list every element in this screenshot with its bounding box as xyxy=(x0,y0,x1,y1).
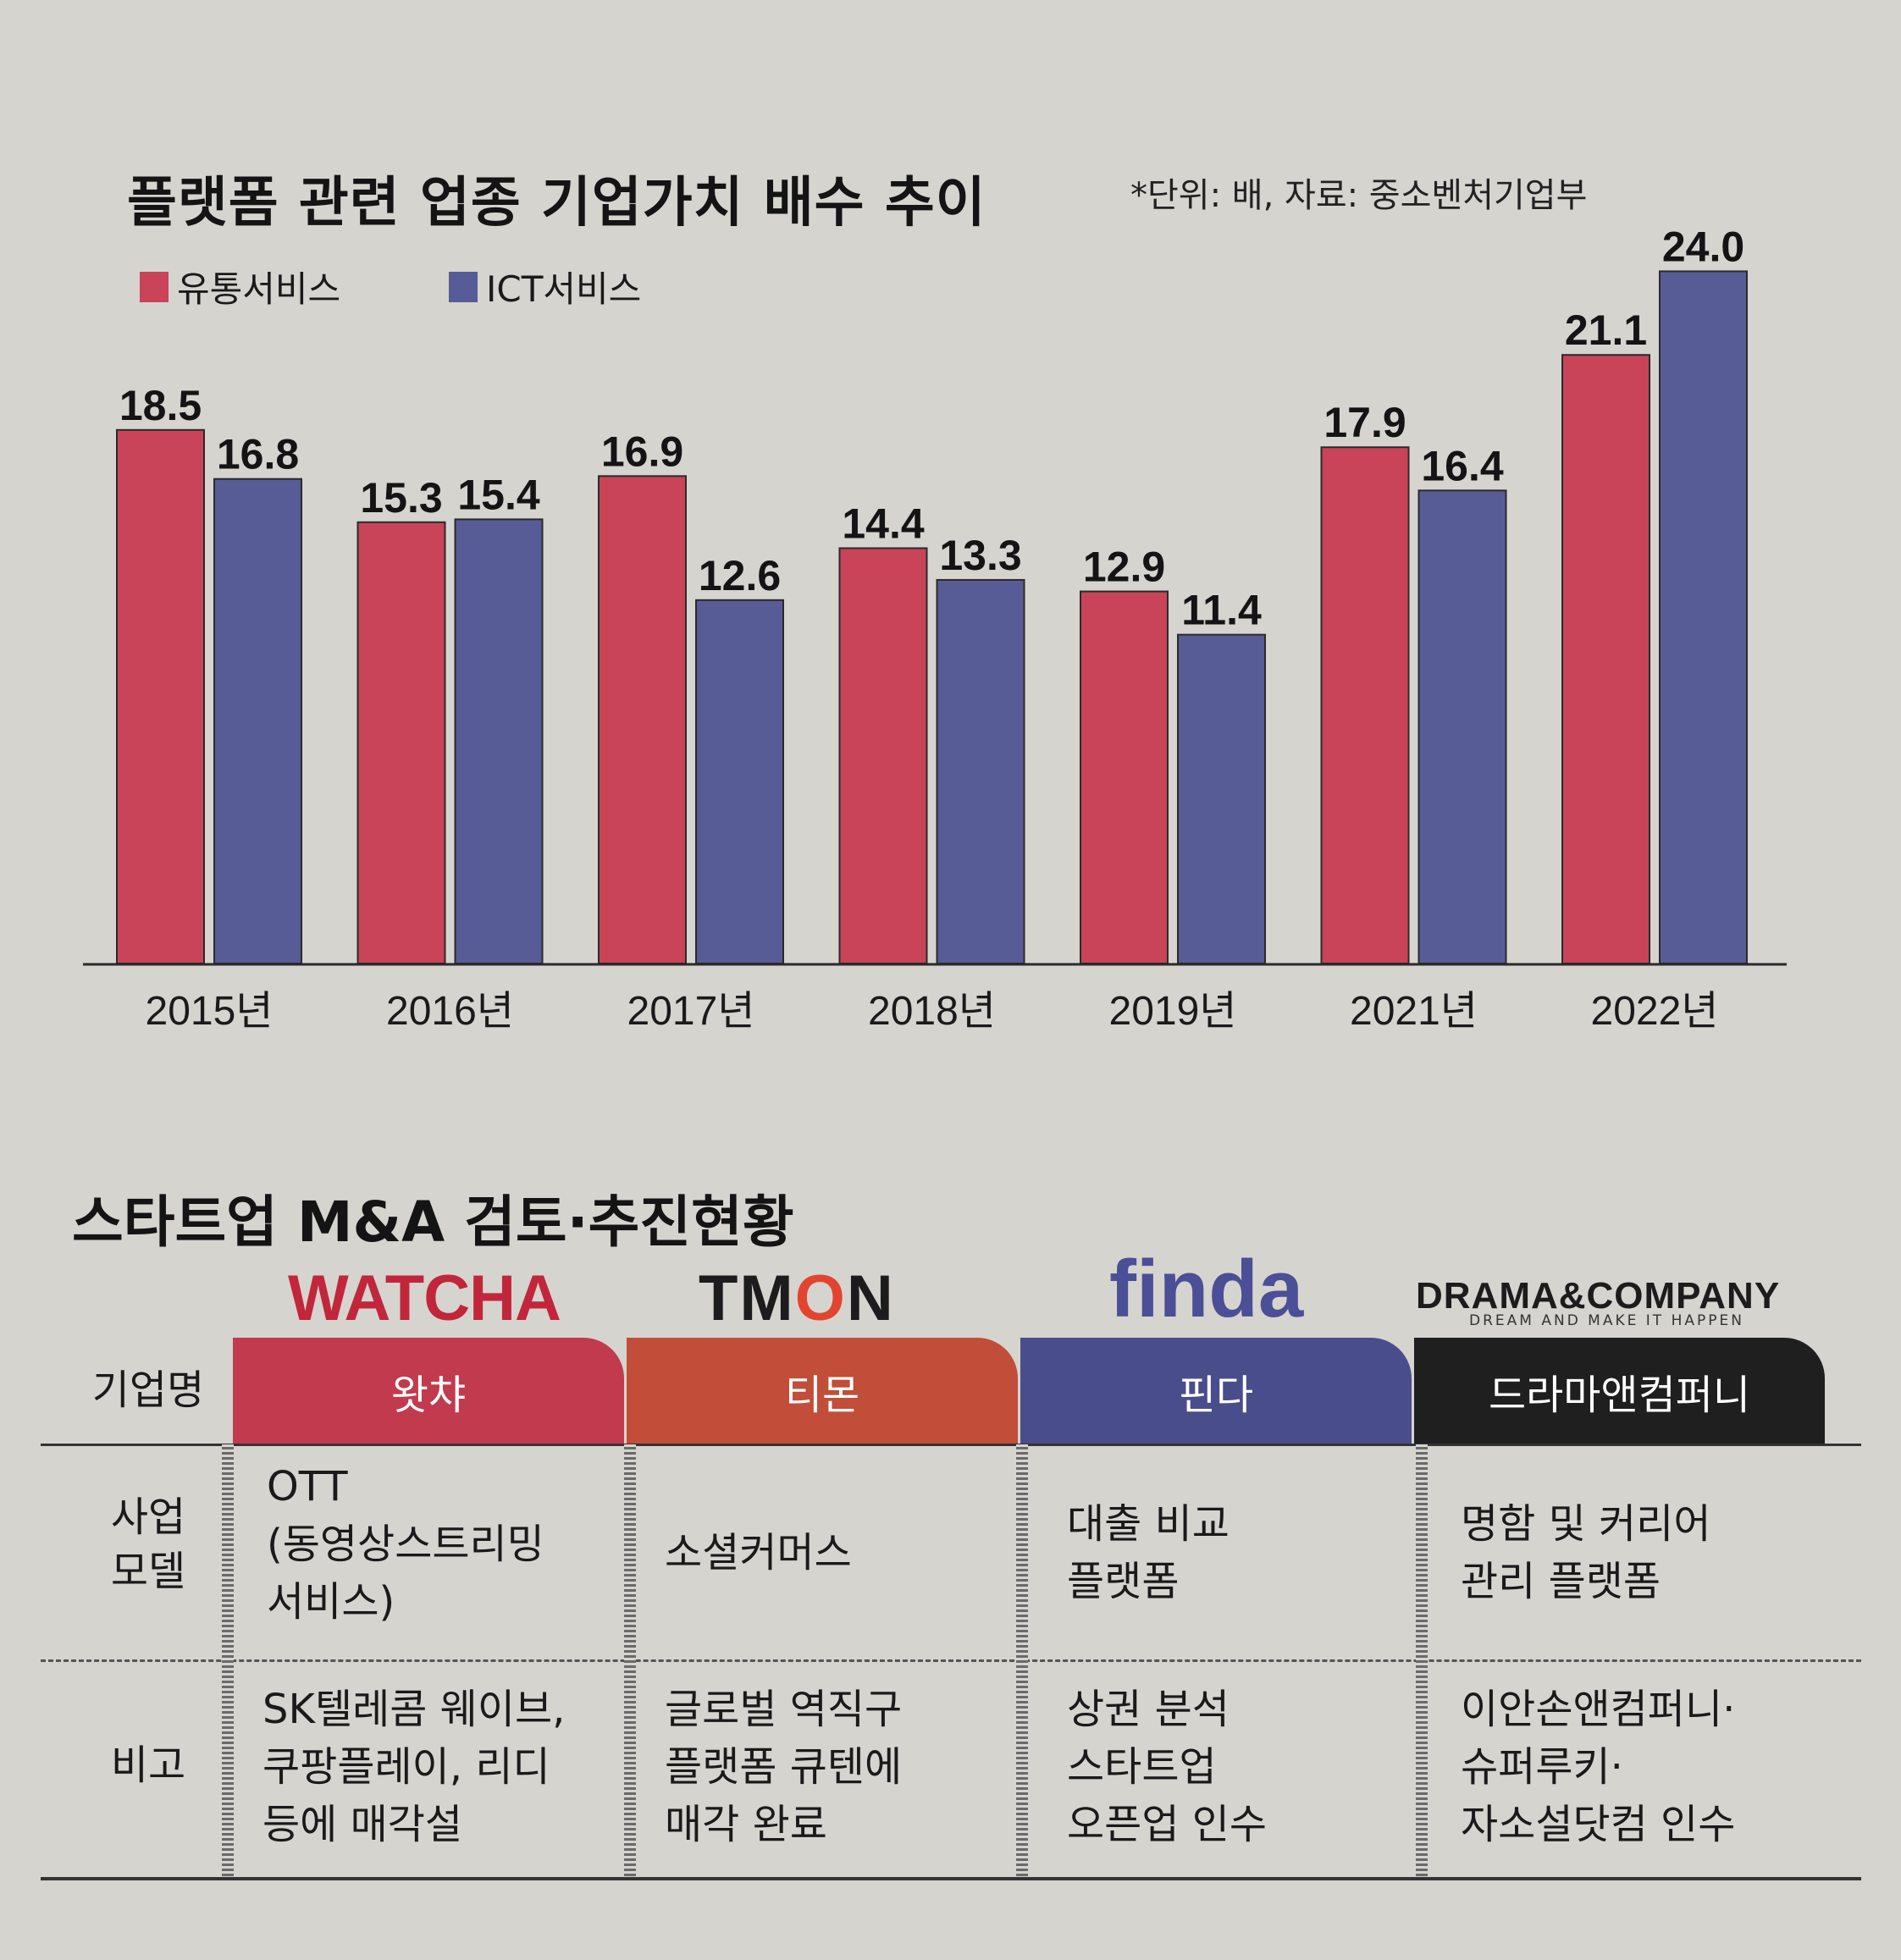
legend-item-ict: ICT서비스 xyxy=(449,261,641,312)
chart-title: 플랫폼 관련 업종 기업가치 배수 추이 xyxy=(127,172,986,235)
row-header-company-name: 기업명 xyxy=(91,1366,205,1414)
company-tab-watcha: 왓챠 xyxy=(233,1338,624,1444)
company-tab-tmon: 티몬 xyxy=(627,1338,1018,1444)
legend-label-ict: ICT서비스 xyxy=(486,268,642,310)
legend-swatch-distribution xyxy=(140,271,169,302)
section-title-ma: 스타트업 M&A 검토·추진현황 xyxy=(72,1190,794,1255)
x-tick-label: 2021년 xyxy=(1350,989,1478,1034)
tmon-logo: TMON xyxy=(699,1262,895,1335)
cell-model-tmon: 소셜커머스 xyxy=(665,1529,852,1576)
row-header-business-model: 사업 모델 xyxy=(110,1493,186,1595)
cell-model-drama-company: 명함 및 커리어 관리 플랫폼 xyxy=(1461,1500,1711,1605)
drama-company-logo: DRAMA&COMPANY xyxy=(1416,1275,1781,1317)
bar-ict-2017년 xyxy=(695,599,784,965)
x-tick-label: 2022년 xyxy=(1591,989,1719,1034)
data-label-ict-2018년: 13.3 xyxy=(939,532,1021,579)
bar-ict-2018년 xyxy=(936,578,1025,964)
bar-ict-2022년 xyxy=(1659,270,1748,964)
bar-distribution-2021년 xyxy=(1320,446,1410,964)
legend-swatch-ict xyxy=(449,271,478,302)
x-tick-label: 2019년 xyxy=(1109,989,1237,1034)
legend-item-distribution: 유통서비스 xyxy=(140,261,340,312)
bar-ict-2016년 xyxy=(454,518,544,964)
column-divider xyxy=(1416,1444,1428,1876)
data-label-ict-2019년: 11.4 xyxy=(1181,587,1262,634)
data-label-ict-2015년: 16.8 xyxy=(217,431,299,478)
data-label-distribution-2021년: 17.9 xyxy=(1324,399,1406,446)
tmon-logo-part: TM xyxy=(699,1262,795,1334)
data-label-ict-2021년: 16.4 xyxy=(1421,442,1504,489)
tmon-logo-part-end: N xyxy=(846,1262,895,1334)
chart-source-note: *단위: 배, 자료: 중소벤처기업부 xyxy=(1130,176,1588,215)
bar-distribution-2018년 xyxy=(838,547,928,965)
bar-ict-2019년 xyxy=(1177,633,1266,964)
data-label-distribution-2016년: 15.3 xyxy=(360,474,442,522)
bar-distribution-2015년 xyxy=(116,428,205,964)
cell-model-watcha: OTT (동영상스트리밍 서비스) xyxy=(267,1463,544,1626)
table-rule-middle xyxy=(41,1659,1861,1662)
cell-note-drama-company: 이안손앤컴퍼니· 슈퍼루키· 자소설닷컴 인수 xyxy=(1461,1686,1736,1848)
x-tick-label: 2017년 xyxy=(627,989,755,1034)
cell-note-watcha: SK텔레콤 웨이브, 쿠팡플레이, 리디 등에 매각설 xyxy=(262,1686,566,1848)
data-label-distribution-2018년: 14.4 xyxy=(842,500,925,547)
x-tick-label: 2015년 xyxy=(146,989,274,1034)
column-divider xyxy=(222,1444,234,1876)
table-rule-top xyxy=(41,1444,1861,1446)
data-label-distribution-2015년: 18.5 xyxy=(119,382,202,429)
bar-distribution-2019년 xyxy=(1080,590,1169,964)
data-label-distribution-2019년: 12.9 xyxy=(1083,544,1165,591)
watcha-logo: WATCHA xyxy=(288,1262,561,1334)
cell-model-finda: 대출 비교 플랫폼 xyxy=(1067,1500,1230,1605)
bar-ict-2015년 xyxy=(213,478,302,964)
bar-distribution-2017년 xyxy=(598,475,687,964)
data-label-distribution-2022년: 21.1 xyxy=(1565,306,1647,354)
data-label-ict-2022년: 24.0 xyxy=(1662,223,1744,270)
column-divider xyxy=(624,1444,636,1876)
company-tab-finda: 핀다 xyxy=(1020,1338,1412,1444)
table-rule-bottom xyxy=(41,1877,1861,1880)
row-header-remarks: 비고 xyxy=(110,1742,186,1789)
bar-ict-2021년 xyxy=(1417,489,1507,964)
drama-company-tagline: DREAM AND MAKE IT HAPPEN xyxy=(1469,1312,1744,1329)
data-label-ict-2017년: 12.6 xyxy=(699,552,781,599)
data-label-ict-2016년: 15.4 xyxy=(457,471,540,518)
bar-distribution-2016년 xyxy=(356,521,446,964)
finda-logo: finda xyxy=(1109,1244,1304,1334)
data-label-distribution-2017년: 16.9 xyxy=(601,428,683,475)
cell-note-finda: 상권 분석 스타트업 오픈업 인수 xyxy=(1067,1686,1268,1848)
cell-note-tmon: 글로벌 역직구 플랫폼 큐텐에 매각 완료 xyxy=(665,1686,903,1848)
legend-label-distribution: 유통서비스 xyxy=(177,268,341,310)
company-tab-drama-company: 드라마앤컴퍼니 xyxy=(1414,1338,1825,1444)
x-tick-label: 2016년 xyxy=(386,989,514,1034)
column-divider xyxy=(1016,1444,1028,1876)
bar-distribution-2022년 xyxy=(1561,354,1650,964)
tmon-logo-o: O xyxy=(794,1262,847,1334)
bar-chart: 18.5 16.8 2015년 15.3 15.4 2016년 16.9 12.6 2017년 1… xyxy=(83,223,1787,1034)
x-tick-label: 2018년 xyxy=(868,989,996,1034)
